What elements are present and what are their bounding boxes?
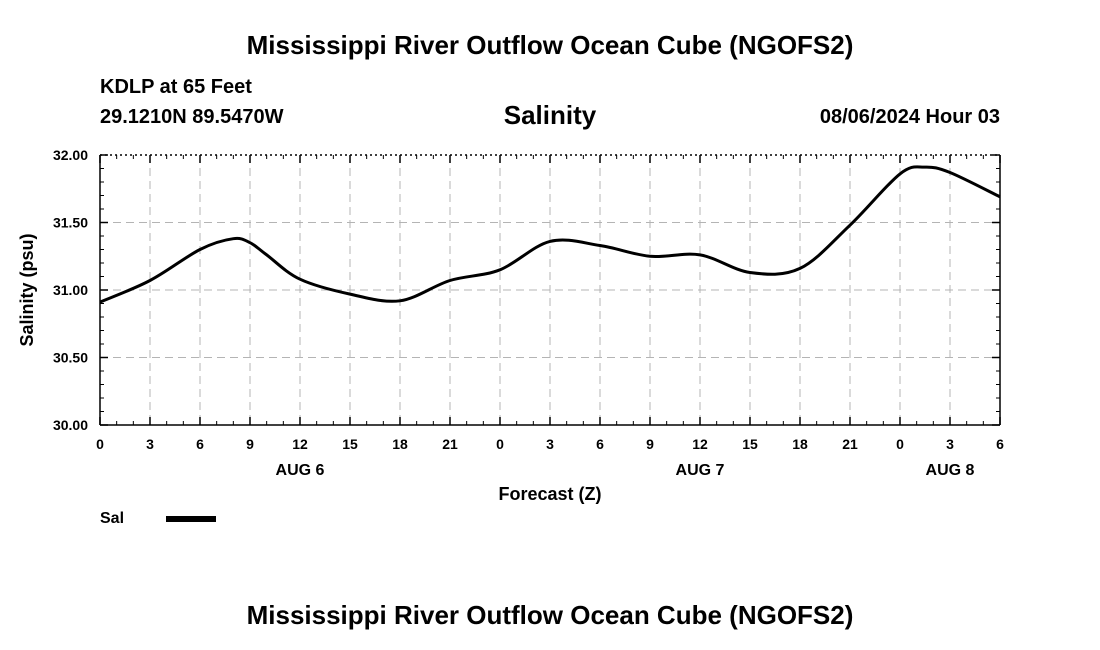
x-tick-label: 6 bbox=[596, 436, 604, 452]
x-day-label: AUG 6 bbox=[276, 462, 325, 479]
x-tick-label: 0 bbox=[96, 436, 104, 452]
x-tick-label: 21 bbox=[442, 436, 458, 452]
series-line-sal bbox=[99, 165, 1001, 304]
page-title: Mississippi River Outflow Ocean Cube (NG… bbox=[246, 30, 854, 60]
x-tick-label: 0 bbox=[496, 436, 504, 452]
legend-label: Sal bbox=[100, 510, 125, 527]
salinity-chart: 0 3 6 9 12 15 18 21 0 3 6 9 12 15 18 21 0 3 6 30.00 30.50 31.… bbox=[17, 147, 1004, 504]
chart-subtitle: Salinity bbox=[503, 100, 597, 130]
x-day-label: AUG 8 bbox=[926, 462, 975, 479]
x-tick-label: 6 bbox=[196, 436, 204, 452]
x-tick-label: 18 bbox=[792, 436, 808, 452]
x-tick-label: 12 bbox=[292, 436, 308, 452]
x-tick-label: 3 bbox=[146, 436, 154, 452]
x-tick-label: 21 bbox=[842, 436, 858, 452]
y-tick-label: 32.00 bbox=[53, 147, 88, 163]
footer-title: Mississippi River Outflow Ocean Cube (NG… bbox=[246, 600, 854, 630]
x-tick-label: 9 bbox=[246, 436, 254, 452]
x-tick-label: 15 bbox=[342, 436, 358, 452]
x-tick-label: 3 bbox=[546, 436, 554, 452]
y-tick-label: 30.00 bbox=[53, 417, 88, 433]
y-axis-title: Salinity (psu) bbox=[17, 233, 37, 346]
x-day-label: AUG 7 bbox=[676, 462, 725, 479]
y-tick-label: 30.50 bbox=[53, 350, 88, 366]
y-tick-label: 31.50 bbox=[53, 215, 88, 231]
forecast-datetime: 08/06/2024 Hour 03 bbox=[819, 106, 1000, 128]
legend-swatch bbox=[166, 515, 217, 522]
x-tick-label: 15 bbox=[742, 436, 758, 452]
station-label: KDLP at 65 Feet bbox=[100, 76, 252, 98]
x-tick-label: 0 bbox=[896, 436, 904, 452]
station-coords: 29.1210N 89.5470W bbox=[100, 106, 284, 128]
x-axis-title: Forecast (Z) bbox=[498, 484, 601, 504]
x-tick-label: 9 bbox=[646, 436, 654, 452]
legend: Sal bbox=[100, 510, 217, 528]
y-tick-label: 31.00 bbox=[53, 282, 88, 298]
x-tick-label: 18 bbox=[392, 436, 408, 452]
x-tick-label: 6 bbox=[996, 436, 1004, 452]
x-tick-label: 3 bbox=[946, 436, 954, 452]
x-tick-label: 12 bbox=[692, 436, 708, 452]
